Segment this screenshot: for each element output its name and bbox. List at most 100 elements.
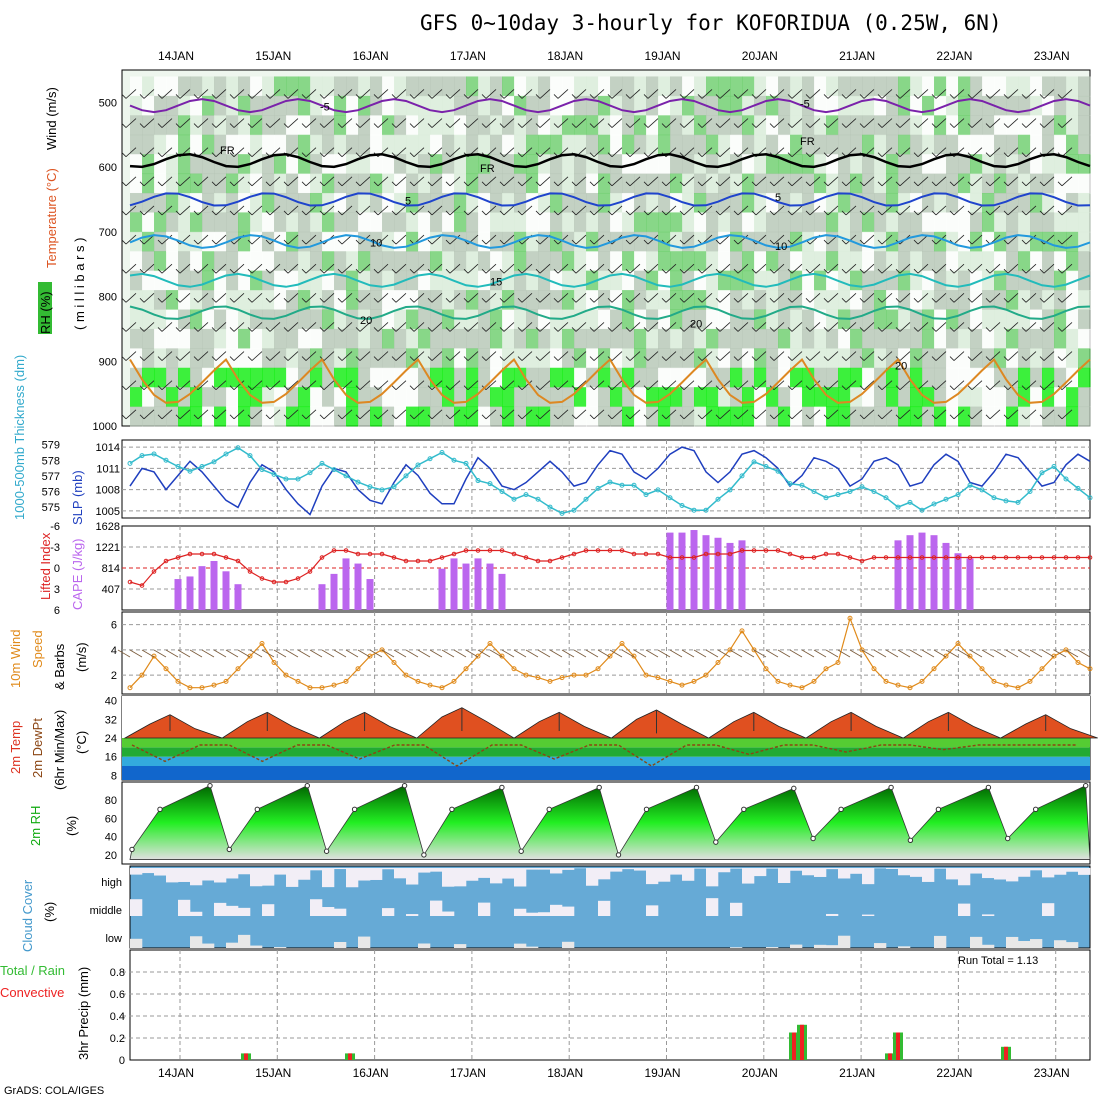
rh-cell bbox=[994, 387, 1007, 408]
wind-barb-flag bbox=[607, 94, 613, 99]
rh-cell bbox=[346, 76, 359, 97]
wind-barb-flag bbox=[787, 181, 793, 187]
wind-barb bbox=[377, 293, 389, 303]
rh-cell bbox=[718, 251, 731, 272]
wind-barb bbox=[755, 351, 767, 361]
li-point bbox=[475, 548, 481, 553]
wind-barb-flag bbox=[949, 356, 955, 361]
wind10-barb bbox=[237, 649, 251, 658]
rh-cell bbox=[418, 290, 431, 310]
wind-barb bbox=[1043, 263, 1055, 274]
wind-barb-flag bbox=[805, 152, 811, 157]
wind-barb-flag bbox=[1039, 94, 1045, 99]
wind-barb bbox=[701, 118, 713, 128]
wind-barb-flag bbox=[319, 123, 325, 128]
wind-barb-flag bbox=[247, 385, 253, 390]
cloud-mid-block bbox=[478, 902, 491, 916]
rh-cell bbox=[742, 348, 755, 369]
wind10-barb bbox=[621, 649, 635, 658]
rh-cell bbox=[922, 270, 935, 291]
wind-barb bbox=[323, 147, 335, 157]
rh-cell bbox=[862, 231, 875, 252]
wind-barb-flag bbox=[463, 123, 469, 128]
wind-barb bbox=[881, 89, 893, 99]
rh-cell bbox=[310, 387, 323, 408]
rh-cell bbox=[598, 328, 611, 349]
rh-cell bbox=[706, 212, 719, 233]
wind-barb bbox=[341, 380, 353, 390]
contour-label: -5 bbox=[800, 98, 810, 110]
rh-cell bbox=[598, 115, 611, 136]
series-point bbox=[679, 503, 685, 509]
cloud-high-block bbox=[1066, 868, 1079, 872]
rh-cell bbox=[286, 173, 299, 194]
wind-barb bbox=[251, 205, 263, 216]
rh-cell bbox=[706, 231, 719, 252]
cloud-high-block bbox=[766, 868, 779, 869]
rh-cell bbox=[250, 367, 263, 388]
cloud-high-block bbox=[550, 868, 563, 874]
wind-barb-flag bbox=[283, 239, 289, 245]
wind-barb-flag bbox=[481, 210, 487, 216]
wind-barb bbox=[161, 89, 173, 99]
wind-barb-flag bbox=[157, 356, 163, 361]
rh-cell bbox=[1042, 251, 1055, 272]
wind-barb bbox=[395, 118, 407, 128]
rh-cell bbox=[970, 115, 983, 136]
wind-barb-flag bbox=[157, 298, 163, 303]
rh-cell bbox=[1030, 348, 1043, 369]
rh-cell bbox=[850, 231, 863, 252]
rh-cell bbox=[994, 154, 1007, 175]
wind-barb bbox=[143, 293, 155, 303]
rh-cell bbox=[142, 76, 155, 97]
rh-cell bbox=[454, 367, 467, 388]
series-point bbox=[1087, 495, 1093, 501]
li-point bbox=[343, 548, 349, 553]
wind-barb bbox=[1043, 205, 1055, 216]
wind-point bbox=[271, 659, 277, 665]
wind10-barb bbox=[657, 649, 671, 658]
rh-cell bbox=[418, 251, 431, 272]
wind-barb bbox=[899, 118, 911, 128]
wind-barb bbox=[485, 89, 497, 99]
cloud-mid-block bbox=[226, 905, 239, 916]
wind-barb-flag bbox=[157, 210, 163, 216]
wind-barb bbox=[665, 234, 677, 245]
bottom-date-labels: 14JAN 15JAN 16JAN 17JAN 18JAN 19JAN 20JAN 21JAN… bbox=[158, 1066, 1070, 1080]
wind-barb-flag bbox=[787, 268, 793, 274]
li-point bbox=[379, 551, 385, 557]
wind-barb-flag bbox=[211, 123, 217, 128]
wind-barb-flag bbox=[913, 210, 919, 216]
li-point bbox=[967, 555, 973, 560]
rh-cell bbox=[406, 367, 419, 388]
wind-barb-flag bbox=[931, 414, 937, 420]
wind-barb-flag bbox=[445, 298, 451, 303]
li-point bbox=[703, 551, 709, 557]
rh-cell bbox=[214, 173, 227, 194]
wind-barb-flag bbox=[175, 181, 181, 187]
rh-cell bbox=[490, 115, 503, 136]
wind-barb-flag bbox=[139, 152, 145, 157]
rh-cell bbox=[178, 367, 191, 388]
cloud-low-block bbox=[730, 947, 743, 948]
wind-point bbox=[595, 666, 601, 672]
wind-barb bbox=[1025, 380, 1037, 390]
wind-barb bbox=[1007, 293, 1019, 303]
wind-barb-flag bbox=[139, 327, 145, 332]
wind10-barb bbox=[1017, 649, 1031, 658]
date-label-bottom: 17JAN bbox=[450, 1066, 486, 1080]
wind-barb bbox=[395, 380, 407, 390]
wind-barb-flag bbox=[391, 385, 397, 390]
wind-barb bbox=[845, 380, 857, 390]
rh-cell bbox=[730, 212, 743, 233]
wind-barb bbox=[1061, 234, 1073, 245]
wind-barb bbox=[953, 89, 965, 99]
wind-barb bbox=[791, 263, 803, 274]
wind-barb bbox=[683, 89, 695, 99]
rh-cell bbox=[946, 367, 959, 388]
wind-barb bbox=[431, 89, 443, 99]
wind-barb-flag bbox=[913, 268, 919, 274]
rh-cell bbox=[466, 212, 479, 233]
wind-barb-flag bbox=[877, 181, 883, 187]
